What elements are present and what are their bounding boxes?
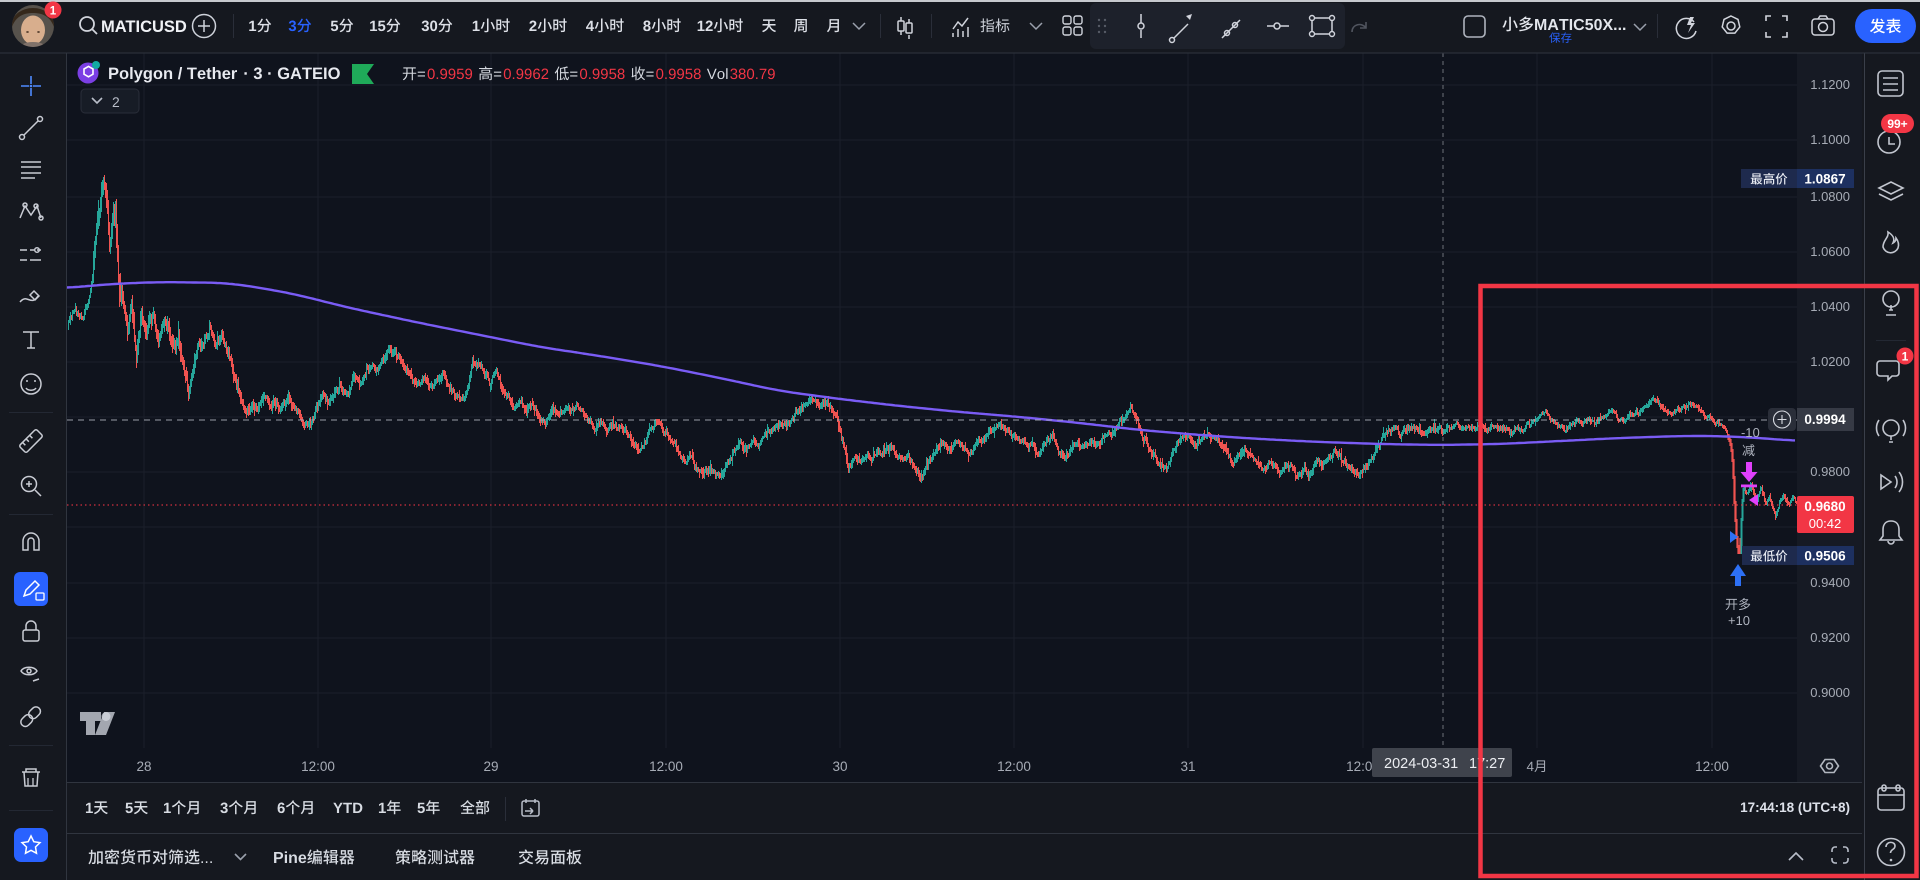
svg-text:0.9200: 0.9200	[1810, 630, 1850, 645]
svg-text:1.1000: 1.1000	[1810, 132, 1850, 147]
svg-text:1: 1	[1902, 350, 1909, 364]
svg-text:0.9994: 0.9994	[1804, 412, 1846, 427]
svg-text:0.9680: 0.9680	[1804, 499, 1845, 514]
svg-text:0.9506: 0.9506	[1804, 549, 1846, 564]
svg-text:12:00: 12:00	[1695, 759, 1729, 774]
svg-text:28: 28	[136, 759, 151, 774]
svg-text:1.0400: 1.0400	[1810, 299, 1850, 314]
svg-text:31: 31	[1180, 759, 1195, 774]
svg-text:29: 29	[483, 759, 498, 774]
svg-text:0.9400: 0.9400	[1810, 575, 1850, 590]
svg-text:17:44:18 (UTC+8): 17:44:18 (UTC+8)	[1740, 800, 1850, 815]
svg-text:1.0867: 1.0867	[1804, 172, 1845, 187]
svg-text:1: 1	[50, 6, 57, 18]
svg-text:99+: 99+	[1887, 117, 1907, 131]
svg-text:12:00: 12:00	[997, 759, 1031, 774]
svg-text:12:00: 12:00	[301, 759, 335, 774]
svg-text:17:27: 17:27	[1469, 756, 1505, 772]
svg-text:1.1200: 1.1200	[1810, 77, 1850, 92]
svg-text:0.9800: 0.9800	[1810, 464, 1850, 479]
svg-text:00:42: 00:42	[1809, 516, 1842, 531]
svg-text:2024-03-31: 2024-03-31	[1384, 756, 1458, 772]
svg-text:MATICUSD: MATICUSD	[101, 18, 187, 36]
svg-text:30: 30	[832, 759, 847, 774]
svg-text:1.0600: 1.0600	[1810, 244, 1850, 259]
svg-text:1.0800: 1.0800	[1810, 189, 1850, 204]
svg-text:0.9000: 0.9000	[1810, 685, 1850, 700]
svg-text:1.0200: 1.0200	[1810, 354, 1850, 369]
svg-text:12:00: 12:00	[649, 759, 683, 774]
svg-text:12:00: 12:00	[1346, 759, 1380, 774]
